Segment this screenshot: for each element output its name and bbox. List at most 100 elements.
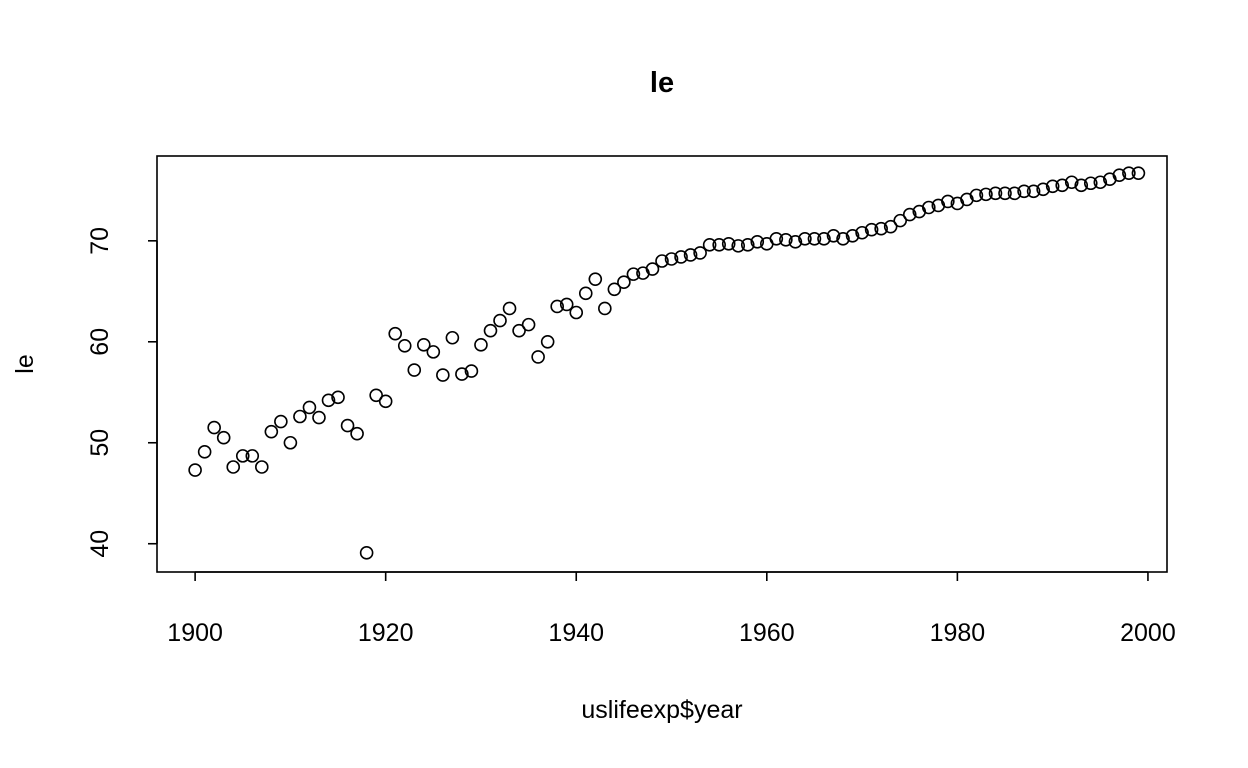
data-point xyxy=(826,228,841,243)
data-point xyxy=(302,400,317,415)
data-point xyxy=(340,418,355,433)
data-point xyxy=(369,388,383,403)
y-tick-label: 40 xyxy=(86,530,114,558)
data-point xyxy=(874,221,888,236)
data-point xyxy=(598,301,612,316)
data-point xyxy=(550,299,564,314)
data-point xyxy=(674,250,688,264)
y-tick-label: 50 xyxy=(86,429,114,457)
data-point xyxy=(321,393,336,408)
data-point xyxy=(188,463,202,477)
data-point xyxy=(988,186,1003,201)
data-point xyxy=(455,367,469,381)
data-point xyxy=(1007,186,1022,201)
data-point xyxy=(255,460,269,474)
data-point xyxy=(207,420,221,435)
data-point xyxy=(893,213,908,228)
data-point xyxy=(712,238,726,252)
data-point xyxy=(388,326,403,341)
data-point xyxy=(245,449,260,463)
data-point xyxy=(655,254,669,268)
data-point xyxy=(750,235,765,249)
data-point xyxy=(693,246,707,260)
data-point xyxy=(902,207,917,222)
data-point xyxy=(731,239,746,253)
data-point xyxy=(1093,175,1108,190)
data-point xyxy=(416,338,431,352)
data-point xyxy=(1122,166,1136,180)
data-point xyxy=(1083,176,1098,191)
y-tick-label: 60 xyxy=(86,328,114,356)
data-point xyxy=(1112,168,1127,182)
data-point xyxy=(836,231,850,246)
data-point xyxy=(626,267,641,281)
data-point xyxy=(683,248,698,262)
data-point xyxy=(1074,178,1089,193)
data-point xyxy=(274,414,288,429)
data-point xyxy=(216,430,231,445)
data-point xyxy=(359,546,374,560)
data-point xyxy=(226,460,241,474)
data-point xyxy=(464,364,479,378)
data-point xyxy=(941,194,955,209)
data-point xyxy=(769,231,784,246)
y-tick-label: 70 xyxy=(86,227,114,255)
data-points xyxy=(188,166,1146,560)
data-point xyxy=(740,238,755,252)
x-tick-label: 1900 xyxy=(167,619,223,647)
data-point xyxy=(807,231,822,246)
data-point xyxy=(407,363,422,377)
data-point xyxy=(426,345,441,359)
x-tick-label: 1940 xyxy=(548,619,604,647)
data-point xyxy=(264,424,279,439)
data-point xyxy=(1026,184,1041,199)
data-point xyxy=(569,305,584,320)
data-point xyxy=(998,186,1012,201)
data-point xyxy=(817,231,831,246)
data-point xyxy=(921,200,936,215)
data-point xyxy=(979,187,993,202)
data-point xyxy=(521,317,536,332)
data-point xyxy=(1131,166,1146,180)
data-point xyxy=(531,350,545,364)
data-point xyxy=(283,435,298,450)
chart-title: le xyxy=(650,67,674,99)
data-point xyxy=(540,334,555,349)
y-axis: 40 50 60 70 xyxy=(86,227,158,558)
data-point xyxy=(702,238,717,252)
plot-frame xyxy=(156,155,1168,573)
y-axis-label: le xyxy=(11,354,39,373)
x-tick-label: 1920 xyxy=(358,619,414,647)
data-point xyxy=(512,323,526,338)
x-tick-label: 2000 xyxy=(1120,619,1176,647)
data-point xyxy=(617,275,631,290)
data-point xyxy=(436,368,450,382)
data-point xyxy=(1055,178,1069,193)
data-point xyxy=(721,237,736,251)
data-point xyxy=(293,409,307,424)
data-point xyxy=(845,228,860,243)
data-point xyxy=(779,233,793,247)
data-point xyxy=(883,219,898,234)
data-point xyxy=(578,286,593,301)
data-point xyxy=(1017,184,1031,199)
data-point xyxy=(350,426,364,441)
data-point xyxy=(664,252,679,266)
data-point xyxy=(559,297,574,312)
data-point xyxy=(445,330,460,345)
data-point xyxy=(864,222,879,237)
x-tick-label: 1980 xyxy=(930,619,986,647)
data-point xyxy=(1036,182,1050,197)
data-point xyxy=(502,301,517,316)
data-point xyxy=(1064,175,1079,190)
data-point xyxy=(378,394,393,409)
data-point xyxy=(474,338,488,352)
data-point xyxy=(645,262,660,276)
data-point xyxy=(312,410,326,425)
data-point xyxy=(969,188,984,203)
data-point xyxy=(197,445,212,459)
data-point xyxy=(397,339,412,353)
data-point xyxy=(588,272,603,286)
x-tick-label: 1960 xyxy=(739,619,795,647)
data-point xyxy=(235,449,250,463)
